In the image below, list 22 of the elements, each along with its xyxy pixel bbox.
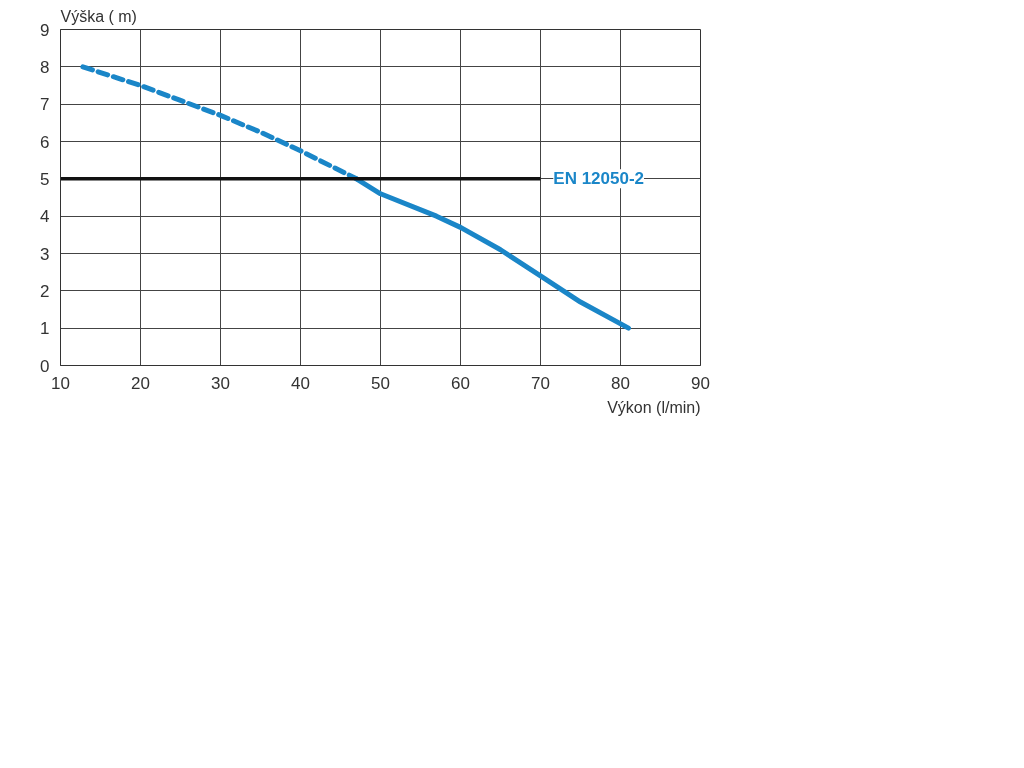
y-tick-label: 0 <box>40 356 50 376</box>
y-axis-title: Výška ( m) <box>60 7 137 25</box>
y-tick-label: 8 <box>40 57 50 77</box>
y-tick-label: 4 <box>40 207 50 227</box>
x-tick-label: 30 <box>211 373 230 393</box>
x-tick-label: 60 <box>451 373 470 393</box>
y-tick-label: 3 <box>40 244 50 264</box>
x-tick-label: 40 <box>291 373 310 393</box>
y-tick-label: 2 <box>40 281 50 301</box>
x-axis-title: Výkon (l/min) <box>607 398 701 416</box>
x-tick-label: 80 <box>611 373 630 393</box>
ref-line-label: EN 12050-2 <box>553 169 645 189</box>
y-tick-label: 9 <box>40 20 50 40</box>
y-tick-label: 5 <box>40 169 50 189</box>
y-tick-label: 7 <box>40 95 50 115</box>
x-tick-label: 70 <box>531 373 550 393</box>
y-tick-label: 1 <box>40 319 50 339</box>
x-tick-label: 20 <box>131 373 150 393</box>
x-tick-label: 50 <box>371 373 390 393</box>
x-tick-label: 90 <box>691 373 710 393</box>
x-tick-label: 10 <box>51 373 70 393</box>
y-tick-label: 6 <box>40 132 50 152</box>
